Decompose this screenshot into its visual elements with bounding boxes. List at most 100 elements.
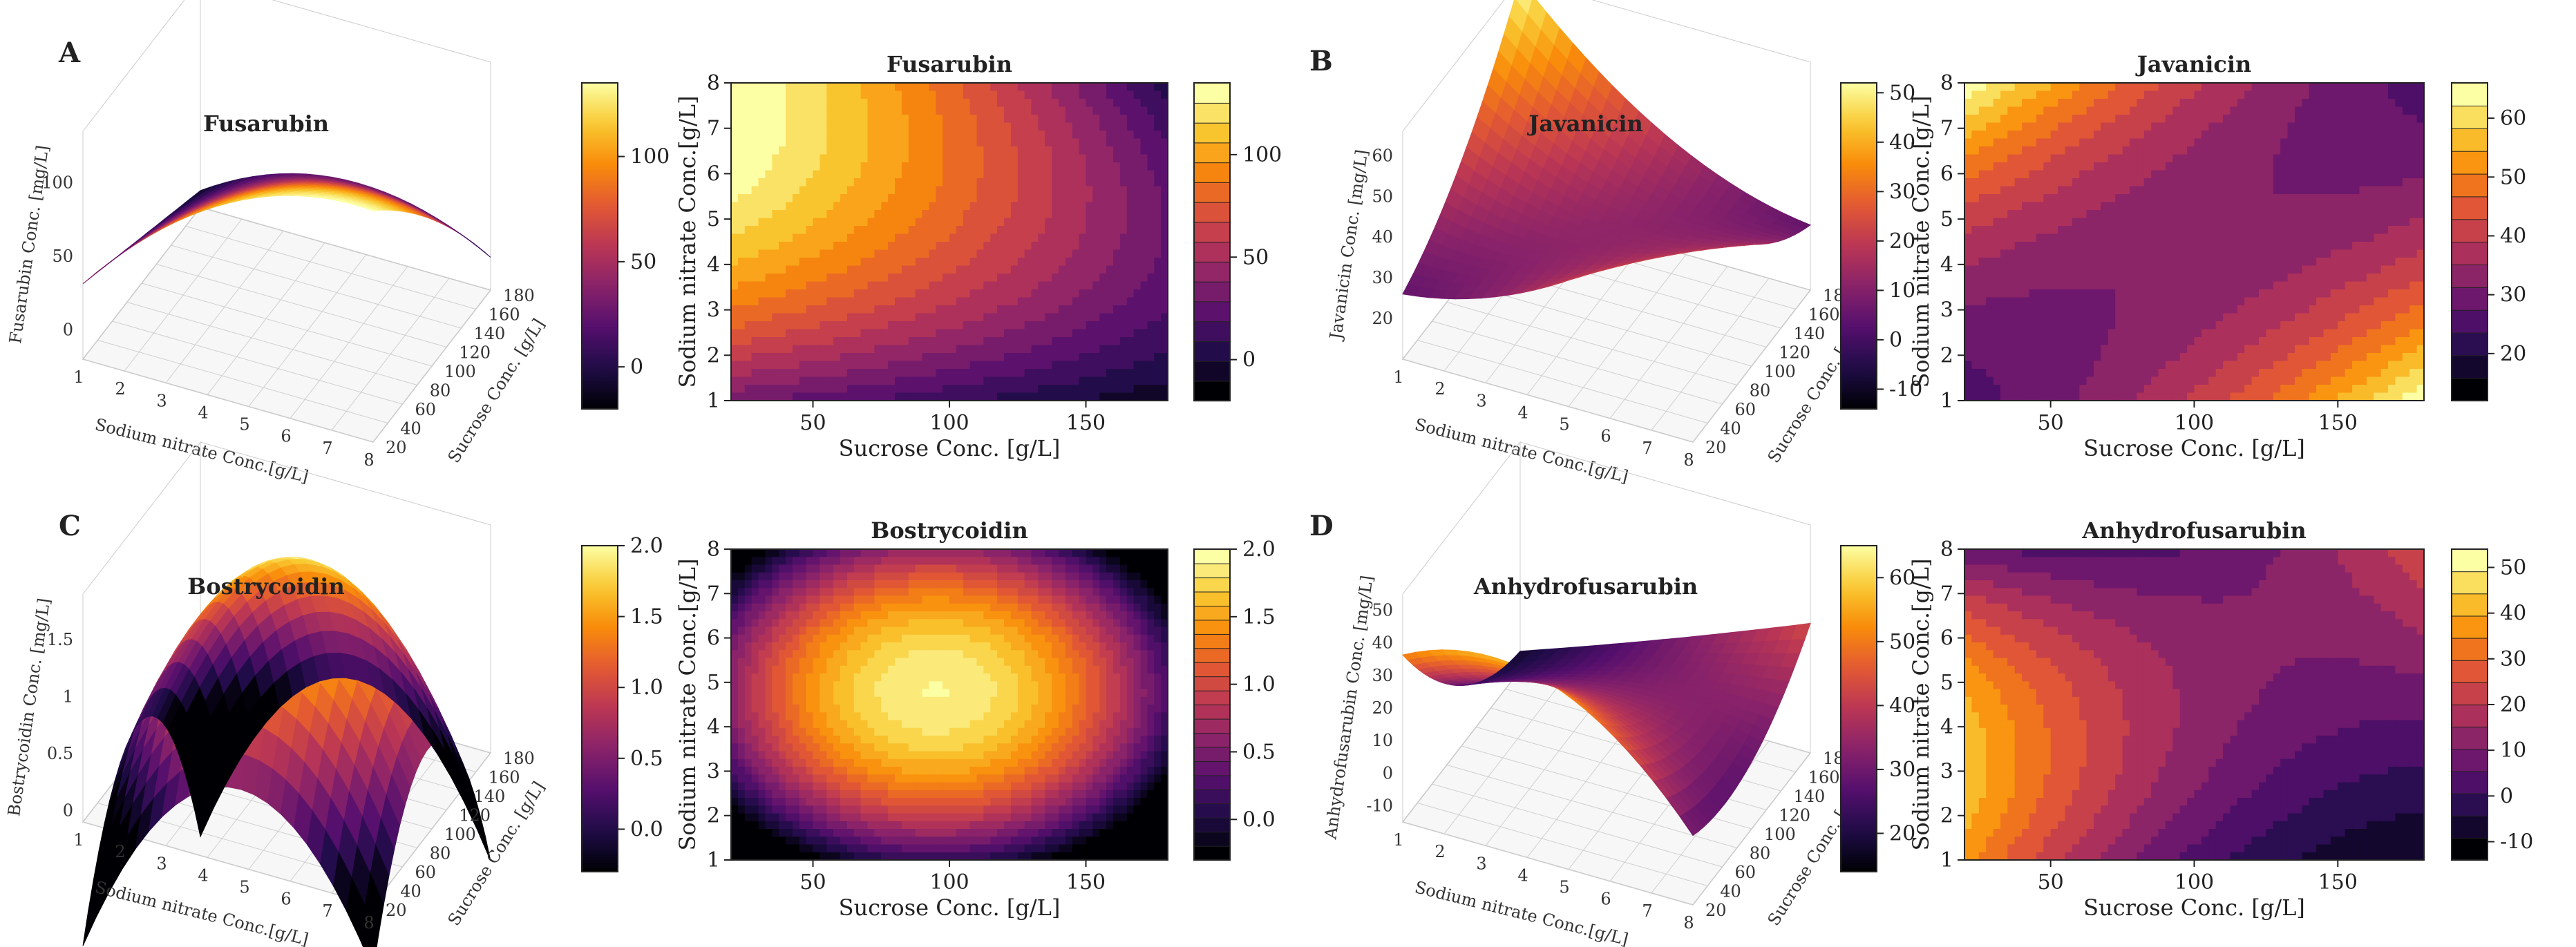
contour-cell (2058, 210, 2066, 219)
contour-cell (2065, 106, 2073, 115)
contour-cell (956, 305, 964, 314)
contour-cell (1072, 321, 1080, 330)
contour-cell (2101, 321, 2109, 330)
contour-cell (997, 186, 1005, 195)
contour-cell (772, 376, 779, 385)
contour-cell (744, 226, 752, 235)
contour-cell (1038, 242, 1046, 251)
contour-cell (1086, 258, 1094, 267)
contour-cell (2094, 122, 2102, 131)
contour-cell (929, 83, 937, 92)
contour-cell (2151, 194, 2159, 203)
contour-cell (799, 265, 807, 274)
contour-cell (1052, 369, 1059, 378)
contour-cell (2094, 313, 2102, 322)
contour-cell (772, 313, 779, 322)
contour-cell (846, 361, 855, 370)
contour-cell (874, 138, 882, 147)
contour-cell (2115, 369, 2123, 378)
contour-cell (2108, 274, 2116, 283)
contour-cell (744, 313, 752, 322)
contour-cell (1119, 218, 1128, 227)
contour-cell (1126, 321, 1135, 330)
contour-cell (1147, 392, 1155, 401)
contour-cell (874, 337, 882, 346)
contour-cell (779, 210, 786, 219)
contour-cell (881, 194, 889, 203)
contour-cell (2065, 99, 2073, 108)
contour-cell (2108, 385, 2116, 394)
contour-cell (1971, 242, 1980, 251)
contour-cell (731, 83, 739, 92)
contour-cell (1964, 194, 1973, 203)
contour-cell (2151, 281, 2159, 290)
contour-cell (867, 178, 875, 187)
contour-cell (1086, 83, 1094, 92)
contour-cell (963, 313, 971, 322)
contour-cell (990, 265, 998, 274)
contour-cell (765, 162, 773, 171)
contour-cell (853, 274, 862, 283)
contour-cell (874, 353, 882, 362)
contour-cell (997, 376, 1005, 385)
colorbar-tick-label: 0 (630, 355, 643, 379)
contour-cell (1065, 385, 1073, 394)
contour-cell (1065, 83, 1073, 92)
contour-cell (1079, 345, 1087, 354)
contour-cell (2022, 289, 2030, 298)
contour-cell (2143, 99, 2152, 108)
contour-cell (779, 138, 786, 147)
contour-cell (867, 226, 875, 235)
contour-cell (2058, 392, 2066, 401)
contour-cell (1059, 194, 1066, 203)
contour-cell (2086, 83, 2094, 92)
contour-cell (874, 178, 882, 187)
contour-cell (2194, 170, 2202, 179)
contour-cell (997, 313, 1005, 322)
contour-cell (820, 258, 828, 267)
contour-cell (2014, 131, 2023, 140)
contour-cell (786, 233, 793, 242)
contour-cell (2050, 170, 2058, 179)
contour-cell (853, 218, 862, 227)
contour-cell (2079, 345, 2087, 354)
contour-cell (1024, 90, 1032, 99)
contour-cell (779, 385, 786, 394)
contour-cell (2115, 265, 2123, 274)
contour-cell (813, 83, 821, 92)
contour-cell (1045, 265, 1052, 274)
contour-cell (2172, 281, 2181, 290)
contour-cell (1106, 99, 1114, 108)
contour-cell (888, 289, 896, 298)
contour-cell (2000, 122, 2009, 131)
contour-cell (751, 321, 759, 330)
contour-cell (1052, 115, 1059, 124)
contour-cell (744, 242, 752, 251)
contour-cell (1964, 297, 1973, 306)
contour-cell (751, 353, 759, 362)
contour-cell (799, 297, 807, 306)
contour-cell (1126, 226, 1135, 235)
contour-cell (2115, 361, 2123, 370)
contour-cell (744, 274, 752, 283)
contour-cell (901, 90, 909, 99)
contour-cell (1993, 385, 2001, 394)
contour-cell (826, 115, 834, 124)
contour-cell (874, 194, 882, 203)
contour-cell (936, 258, 943, 267)
contour-cell (1059, 131, 1066, 140)
contour-cell (2115, 281, 2123, 290)
contour-cell (1161, 321, 1168, 330)
contour-cell (983, 337, 992, 346)
contour-cell (860, 281, 869, 290)
contour-cell (792, 281, 800, 290)
contour-cell (895, 385, 902, 394)
contour-cell (990, 170, 998, 179)
contour-cell (2072, 258, 2081, 267)
contour-cell (840, 138, 848, 147)
floor-grid-line (126, 302, 417, 385)
contour-cell (2043, 106, 2052, 115)
contour-cell (1079, 385, 1087, 394)
contour-cell (1993, 392, 2001, 401)
contour-cell (744, 361, 752, 370)
